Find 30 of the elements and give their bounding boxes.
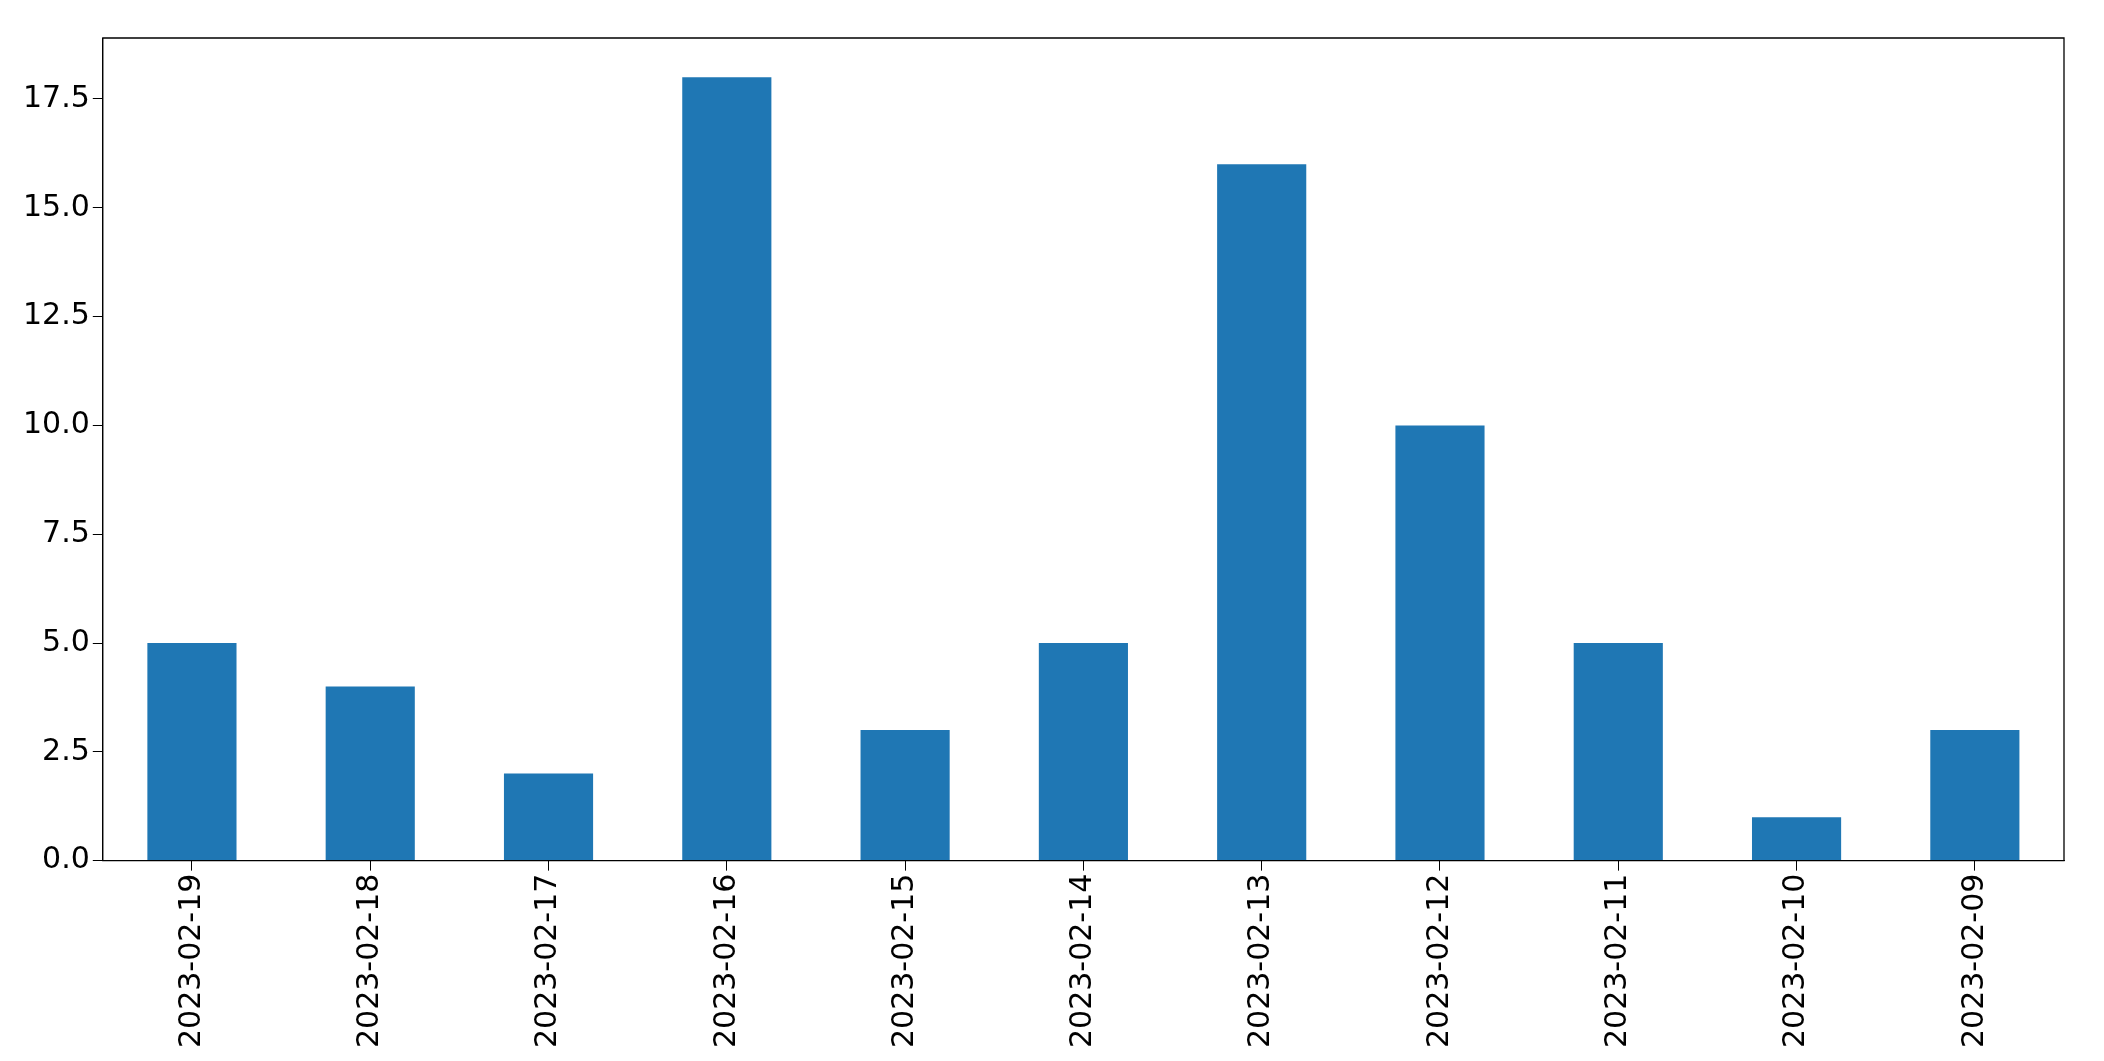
bar xyxy=(1038,643,1128,861)
bar xyxy=(860,730,950,861)
x-tick-label: 2023-02-14 xyxy=(1063,873,1099,1049)
x-tick-label: 2023-02-16 xyxy=(706,873,742,1049)
y-tick-label: 17.5 xyxy=(23,78,90,114)
y-tick-label: 12.5 xyxy=(23,296,90,332)
y-tick-label: 15.0 xyxy=(23,187,90,223)
bar xyxy=(325,686,415,861)
bar xyxy=(147,643,237,861)
x-tick-label: 2023-02-18 xyxy=(350,873,386,1049)
x-tick-label: 2023-02-13 xyxy=(1241,873,1277,1049)
y-tick-label: 5.0 xyxy=(42,622,90,658)
y-tick-label: 10.0 xyxy=(23,405,90,441)
bar xyxy=(1395,425,1485,861)
x-tick-label: 2023-02-19 xyxy=(171,873,207,1049)
x-tick-label: 2023-02-09 xyxy=(1954,873,1990,1049)
bar xyxy=(1930,730,2020,861)
bar xyxy=(1751,817,1842,861)
y-tick-label: 2.5 xyxy=(42,731,90,767)
x-tick-label: 2023-02-11 xyxy=(1598,873,1634,1049)
bar xyxy=(1217,164,1307,861)
x-tick-label: 2023-02-10 xyxy=(1776,873,1812,1049)
x-tick-label: 2023-02-15 xyxy=(884,873,920,1049)
bar xyxy=(1573,643,1663,861)
bar xyxy=(682,77,772,861)
x-tick-label: 2023-02-17 xyxy=(528,873,564,1049)
x-tick-label: 2023-02-12 xyxy=(1419,873,1455,1049)
y-tick-label: 7.5 xyxy=(42,514,90,549)
y-tick-label: 0.0 xyxy=(42,840,90,876)
bar xyxy=(503,773,594,861)
